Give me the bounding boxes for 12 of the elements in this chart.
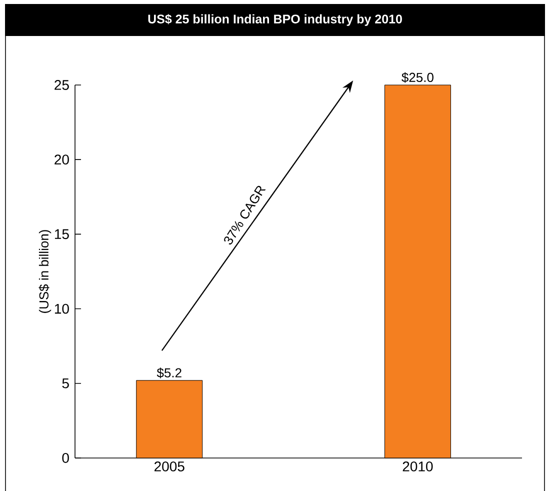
y-tick-label: 25 — [54, 80, 69, 90]
y-tick-label: 10 — [54, 304, 69, 314]
y-tick-label: 0 — [62, 453, 69, 463]
y-tick-label: 20 — [54, 154, 69, 165]
x-tick-label: 2005 — [154, 462, 184, 472]
y-axis-title: (US$ in billion) — [38, 230, 52, 313]
data-label: $5.2 — [156, 368, 182, 378]
y-tick-label: 5 — [62, 378, 69, 388]
data-label: $25.0 — [402, 72, 434, 83]
x-tick-label: 2010 — [402, 462, 433, 472]
y-tick-label: 15 — [54, 229, 69, 240]
chart-title: US$ 25 billion Indian BPO industry by 2010 — [148, 14, 402, 26]
